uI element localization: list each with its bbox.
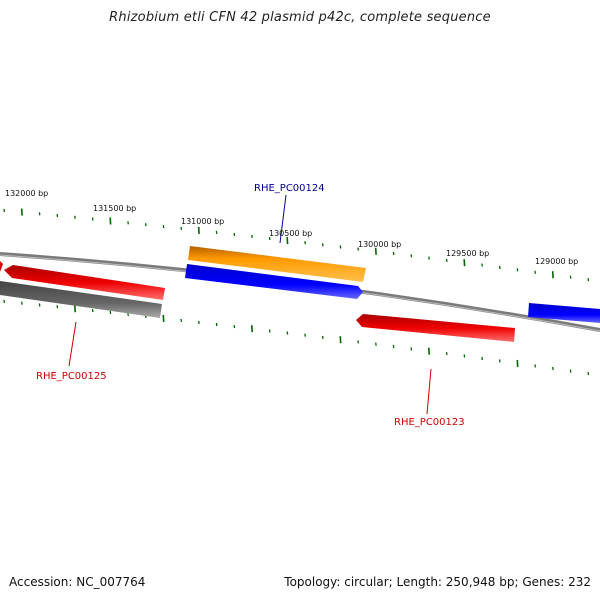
accession-text: Accession: NC_007764 bbox=[9, 575, 146, 589]
gene-label-rhe-pc00123[interactable]: RHE_PC00123 bbox=[394, 417, 465, 428]
gene-feature-orange[interactable] bbox=[188, 246, 366, 282]
gene-label-rhe-pc00125[interactable]: RHE_PC00125 bbox=[36, 371, 107, 382]
ruler-label-129500: 129500 bp bbox=[446, 249, 489, 258]
ruler-label-130000: 130000 bp bbox=[358, 240, 401, 249]
gene-label-rhe-pc00124[interactable]: RHE_PC00124 bbox=[254, 183, 325, 194]
gene-feature-blue-right[interactable] bbox=[528, 303, 600, 323]
gene-feature-blue[interactable] bbox=[185, 264, 363, 299]
ruler-ticks-lower bbox=[3, 299, 590, 376]
ruler-label-130500: 130500 bp bbox=[269, 229, 312, 238]
ruler-ticks-upper bbox=[3, 208, 590, 282]
leader-line-rhe-pc00123 bbox=[426, 368, 432, 415]
leader-line-rhe-pc00125 bbox=[68, 321, 77, 367]
page-title: Rhizobium etli CFN 42 plasmid p42c, comp… bbox=[109, 10, 491, 25]
topology-summary-text: Topology: circular; Length: 250,948 bp; … bbox=[284, 575, 591, 589]
ruler-label-129000: 129000 bp bbox=[535, 257, 578, 266]
ruler-label-131000: 131000 bp bbox=[181, 217, 224, 226]
gene-feature-red-right[interactable] bbox=[356, 314, 515, 342]
leader-line-rhe-pc00124 bbox=[279, 194, 287, 244]
gene-feature-red-edge[interactable] bbox=[0, 261, 3, 272]
gene-feature-red-left[interactable] bbox=[4, 265, 165, 300]
gene-feature-gray[interactable] bbox=[0, 281, 162, 318]
ruler-label-132000: 132000 bp bbox=[5, 189, 48, 198]
ruler-label-131500: 131500 bp bbox=[93, 204, 136, 213]
